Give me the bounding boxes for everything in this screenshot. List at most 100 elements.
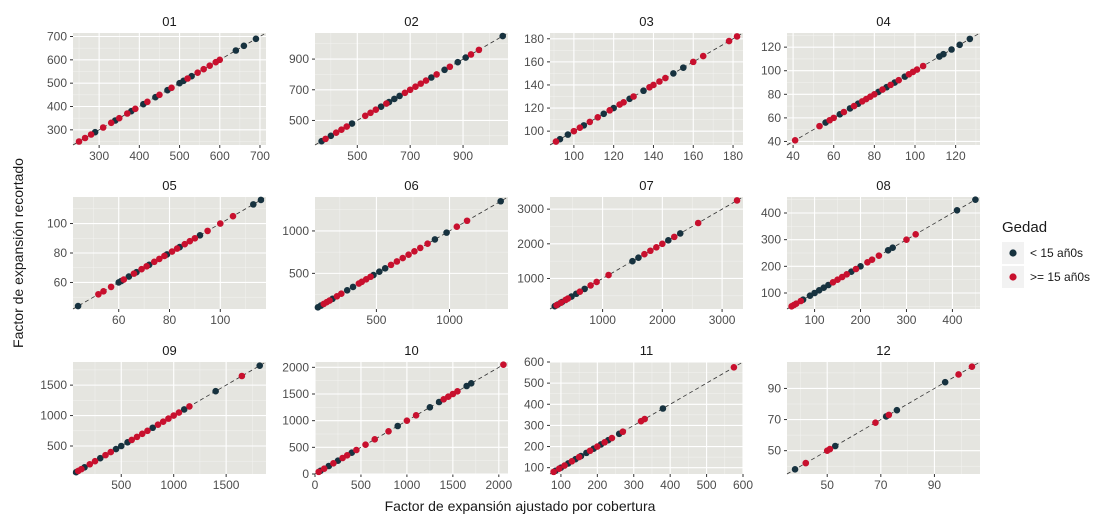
- y-tick-label: 500: [289, 113, 309, 127]
- data-point-ge15: [608, 434, 616, 442]
- y-tick-label: 400: [47, 100, 67, 114]
- data-point-ge15: [412, 412, 420, 419]
- data-point-ge15: [446, 63, 454, 71]
- y-tick-label: 1000: [282, 414, 309, 428]
- y-tick-label: 2000: [517, 237, 544, 251]
- data-point-ge15: [238, 372, 246, 380]
- facet-panel-09: 500 1000 1500 500 1000 1500 09: [40, 343, 267, 492]
- data-point-lt15: [948, 46, 955, 53]
- x-tick-label: 100: [210, 313, 230, 327]
- data-point-ge15: [115, 114, 123, 122]
- data-point-ge15: [362, 441, 369, 448]
- x-tick-label: 100: [551, 478, 571, 492]
- data-point-ge15: [885, 411, 893, 419]
- y-tick-label: 60: [768, 111, 782, 125]
- data-point-ge15: [659, 240, 666, 248]
- x-tick-label: 500: [347, 149, 367, 163]
- data-point-ge15: [416, 244, 424, 252]
- y-tick-label: 900: [289, 52, 309, 66]
- data-point-lt15: [74, 302, 82, 310]
- facet-title: 12: [876, 343, 890, 358]
- data-point-lt15: [893, 406, 901, 414]
- y-axis-title: Factor de expansión recortado: [10, 158, 26, 348]
- y-tick-label: 1500: [282, 387, 309, 401]
- y-tick-label: 600: [47, 53, 67, 67]
- data-point-ge15: [570, 127, 578, 135]
- facet-title: 09: [162, 343, 176, 358]
- y-tick-label: 100: [524, 461, 544, 475]
- data-point-ge15: [500, 361, 507, 368]
- data-point-lt15: [956, 41, 963, 49]
- data-point-lt15: [377, 103, 385, 110]
- y-tick-label: 60: [54, 275, 68, 289]
- data-point-ge15: [656, 78, 663, 85]
- data-point-lt15: [394, 422, 402, 430]
- data-point-ge15: [326, 297, 333, 304]
- x-tick-label: 60: [827, 149, 841, 163]
- facet-panel-06: 500 1000 500 1000 06: [282, 178, 509, 327]
- facet-title: 01: [162, 14, 176, 29]
- data-point-ge15: [123, 110, 131, 117]
- data-point-ge15: [699, 52, 707, 60]
- data-point-lt15: [564, 131, 572, 138]
- data-point-lt15: [252, 35, 260, 43]
- data-point-ge15: [343, 452, 351, 459]
- data-point-ge15: [87, 131, 95, 138]
- data-point-ge15: [887, 81, 894, 89]
- legend-title: Gedad: [1002, 219, 1047, 236]
- data-point-ge15: [463, 217, 471, 225]
- x-tick-label: 50: [821, 478, 835, 492]
- data-point-ge15: [797, 297, 805, 305]
- data-point-lt15: [443, 229, 450, 236]
- y-tick-label: 180: [524, 32, 544, 46]
- data-point-ge15: [725, 37, 733, 45]
- data-point-ge15: [586, 118, 594, 126]
- y-tick-label: 1000: [517, 271, 544, 285]
- data-point-ge15: [586, 447, 594, 455]
- data-point-ge15: [78, 465, 85, 473]
- data-point-ge15: [102, 451, 109, 459]
- y-tick-label: 50: [768, 444, 782, 458]
- data-point-lt15: [256, 362, 264, 369]
- data-point-lt15: [665, 237, 672, 244]
- x-tick-label: 400: [942, 313, 962, 327]
- data-point-ge15: [95, 290, 102, 298]
- data-point-lt15: [327, 132, 335, 140]
- data-point-lt15: [659, 405, 667, 412]
- data-point-ge15: [816, 122, 823, 130]
- x-tick-label: 40: [786, 149, 800, 163]
- data-point-ge15: [968, 363, 976, 370]
- data-point-lt15: [676, 230, 684, 237]
- facet-panel-02: 500 700 900 500 700 900 02: [289, 14, 509, 163]
- data-point-ge15: [606, 107, 613, 114]
- x-tick-label: 1000: [160, 478, 187, 492]
- data-point-ge15: [647, 247, 654, 255]
- x-tick-label: 400: [129, 149, 149, 163]
- x-tick-label: 200: [587, 478, 607, 492]
- data-point-ge15: [385, 428, 392, 435]
- data-point-ge15: [433, 71, 440, 78]
- data-point-ge15: [852, 265, 860, 273]
- x-tick-label: 300: [624, 478, 644, 492]
- data-point-ge15: [170, 412, 177, 419]
- y-tick-label: 1000: [40, 409, 67, 423]
- y-tick-label: 500: [524, 376, 544, 390]
- data-point-ge15: [630, 93, 637, 100]
- x-tick-label: 700: [400, 149, 420, 163]
- data-point-ge15: [315, 468, 322, 476]
- data-point-lt15: [196, 232, 204, 239]
- data-point-ge15: [593, 278, 600, 286]
- data-point-ge15: [229, 212, 237, 220]
- data-point-ge15: [353, 446, 360, 454]
- data-point-ge15: [791, 136, 799, 144]
- data-point-lt15: [212, 387, 219, 395]
- data-point-ge15: [156, 255, 163, 263]
- data-point-ge15: [165, 415, 172, 422]
- data-point-lt15: [499, 32, 507, 40]
- data-point-ge15: [186, 237, 194, 245]
- y-tick-label: 300: [47, 123, 67, 137]
- data-point-ge15: [662, 74, 669, 82]
- data-point-ge15: [181, 240, 189, 248]
- y-tick-label: 0: [302, 467, 309, 481]
- data-point-ge15: [120, 276, 128, 283]
